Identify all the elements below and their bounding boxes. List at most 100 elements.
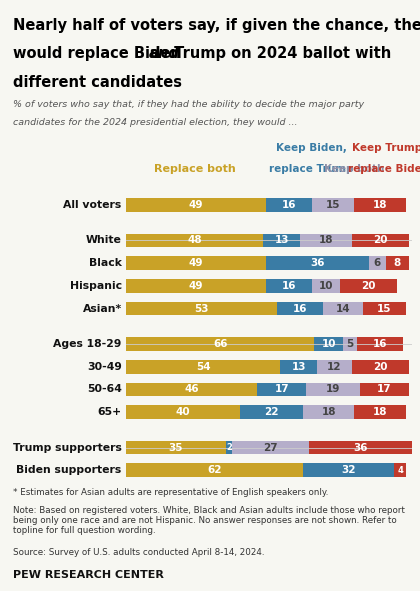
Text: Replace both: Replace both — [154, 164, 236, 174]
Text: 10: 10 — [322, 339, 336, 349]
Text: * Estimates for Asian adults are representative of English speakers only.: * Estimates for Asian adults are represe… — [13, 488, 328, 496]
Text: Ages 18-29: Ages 18-29 — [53, 339, 122, 349]
Text: 27: 27 — [263, 443, 278, 453]
Text: Keep Trump,: Keep Trump, — [352, 144, 420, 154]
Text: 16: 16 — [293, 304, 307, 314]
Text: Biden supporters: Biden supporters — [16, 465, 122, 475]
Text: 13: 13 — [291, 362, 306, 372]
Bar — [360, 382, 409, 397]
Text: 19: 19 — [326, 385, 340, 394]
Bar — [126, 441, 226, 454]
Text: 62: 62 — [207, 465, 222, 475]
Text: 49: 49 — [189, 281, 203, 291]
Text: different candidates: different candidates — [13, 75, 181, 90]
Bar — [126, 405, 240, 419]
Bar — [126, 279, 266, 293]
Text: 48: 48 — [187, 235, 202, 245]
Text: Note: Based on registered voters. White, Black and Asian adults include those wh: Note: Based on registered voters. White,… — [13, 506, 404, 535]
Text: Trump on 2024 ballot with: Trump on 2024 ballot with — [168, 46, 391, 61]
Bar — [300, 233, 352, 247]
Text: 49: 49 — [189, 258, 203, 268]
Bar — [352, 233, 409, 247]
Text: 13: 13 — [274, 235, 289, 245]
Text: 40: 40 — [176, 407, 190, 417]
Bar — [257, 382, 306, 397]
Bar — [280, 360, 318, 374]
Bar — [126, 233, 263, 247]
Bar — [266, 198, 312, 212]
Bar — [386, 256, 409, 270]
Text: Black: Black — [89, 258, 122, 268]
Bar — [126, 337, 315, 351]
Bar — [394, 463, 406, 477]
Text: 16: 16 — [281, 200, 296, 210]
Bar — [343, 337, 357, 351]
Bar — [126, 382, 257, 397]
Bar — [354, 198, 406, 212]
Bar — [340, 279, 397, 293]
Bar — [369, 256, 386, 270]
Text: 15: 15 — [326, 200, 340, 210]
Text: 10: 10 — [319, 281, 333, 291]
Text: 6: 6 — [374, 258, 381, 268]
Bar — [232, 441, 309, 454]
Bar — [318, 360, 352, 374]
Text: 12: 12 — [327, 362, 342, 372]
Text: Keep Biden,: Keep Biden, — [276, 144, 347, 154]
Text: candidates for the 2024 presidential election, they would ...: candidates for the 2024 presidential ele… — [13, 118, 297, 127]
Text: White: White — [86, 235, 122, 245]
Text: Hispanic: Hispanic — [70, 281, 122, 291]
Text: and: and — [149, 46, 180, 61]
Text: PEW RESEARCH CENTER: PEW RESEARCH CENTER — [13, 570, 163, 580]
Text: 35: 35 — [169, 443, 183, 453]
Bar — [126, 198, 266, 212]
Text: 16: 16 — [373, 339, 387, 349]
Text: 17: 17 — [274, 385, 289, 394]
Text: Asian*: Asian* — [83, 304, 122, 314]
Text: 4: 4 — [397, 466, 403, 475]
Bar — [303, 463, 394, 477]
Text: 30-49: 30-49 — [87, 362, 122, 372]
Text: Source: Survey of U.S. adults conducted April 8-14, 2024.: Source: Survey of U.S. adults conducted … — [13, 548, 264, 557]
Bar — [312, 279, 340, 293]
Text: 36: 36 — [310, 258, 325, 268]
Text: 22: 22 — [265, 407, 279, 417]
Text: Keep both: Keep both — [324, 164, 385, 174]
Text: 15: 15 — [377, 304, 392, 314]
Text: 54: 54 — [196, 362, 210, 372]
Text: Nearly half of voters say, if given the chance, they: Nearly half of voters say, if given the … — [13, 18, 420, 33]
Text: 18: 18 — [322, 407, 336, 417]
Text: would replace Biden: would replace Biden — [13, 46, 186, 61]
Bar — [323, 302, 363, 316]
Bar — [357, 337, 403, 351]
Bar — [312, 198, 354, 212]
Text: % of voters who say that, if they had the ability to decide the major party: % of voters who say that, if they had th… — [13, 100, 364, 109]
Text: 50-64: 50-64 — [87, 385, 122, 394]
Text: replace Trump: replace Trump — [269, 164, 354, 174]
Text: 8: 8 — [394, 258, 401, 268]
Text: 36: 36 — [353, 443, 368, 453]
Bar — [126, 463, 303, 477]
Text: 53: 53 — [194, 304, 209, 314]
Bar — [315, 337, 343, 351]
Bar — [126, 360, 280, 374]
Bar — [226, 441, 232, 454]
Text: 18: 18 — [373, 407, 387, 417]
Bar — [126, 302, 277, 316]
Bar — [240, 405, 303, 419]
Text: 20: 20 — [373, 362, 387, 372]
Bar — [363, 302, 406, 316]
Text: 5: 5 — [346, 339, 354, 349]
Bar — [303, 405, 354, 419]
Text: 2: 2 — [226, 443, 232, 452]
Bar — [266, 279, 312, 293]
Bar — [309, 441, 412, 454]
Bar — [266, 256, 369, 270]
Text: 16: 16 — [281, 281, 296, 291]
Text: 18: 18 — [373, 200, 387, 210]
Text: 46: 46 — [184, 385, 199, 394]
Text: 18: 18 — [319, 235, 333, 245]
Bar — [352, 360, 409, 374]
Text: 49: 49 — [189, 200, 203, 210]
Text: 20: 20 — [373, 235, 387, 245]
